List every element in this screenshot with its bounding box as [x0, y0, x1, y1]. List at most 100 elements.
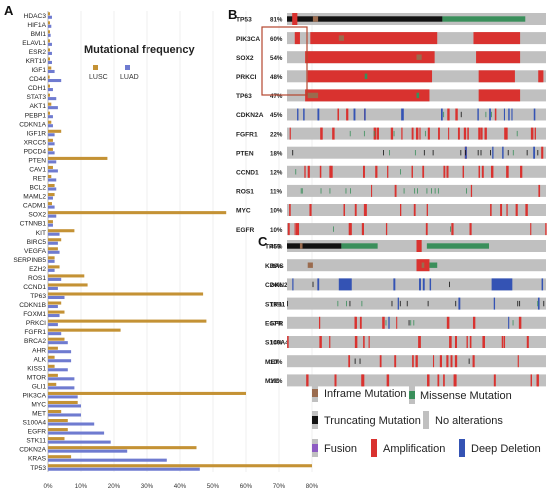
bar-luad-pebp1: [48, 115, 53, 119]
panel-c-letter: C: [258, 234, 268, 249]
alteration-mark: [427, 127, 430, 140]
category-label: CCND1: [23, 284, 46, 291]
alteration-mark: [460, 150, 462, 156]
panel-a-letter: A: [4, 3, 14, 18]
track-background: [287, 297, 546, 310]
alteration-mark: [376, 127, 379, 140]
alteration-mark: [485, 111, 487, 118]
alteration-mark: [319, 165, 322, 178]
bar-luad-serpinb5: [48, 259, 55, 263]
alteration-mark: [354, 336, 358, 348]
alteration-mark: [387, 165, 389, 178]
bar-lusc-ahr: [48, 346, 58, 350]
x-tick-label: 0%: [44, 483, 53, 490]
alteration-mark: [289, 127, 291, 140]
bar-lusc-pebp1: [48, 111, 50, 115]
alteration-mark: [361, 374, 364, 387]
oncoprint-gene-label: KRAS: [265, 263, 284, 270]
alteration-mark: [432, 150, 434, 156]
bar-lusc-igf1: [48, 66, 52, 70]
bar-lusc-ccnd1: [48, 283, 88, 287]
alteration-mark: [425, 223, 428, 236]
oncoprint-gene-label: CDKN2A: [265, 282, 293, 289]
alteration-mark: [359, 316, 362, 329]
alteration-mark: [349, 223, 352, 236]
bar-lusc-pten: [48, 156, 108, 160]
alteration-mark: [307, 70, 433, 83]
legend-truncating: Truncating Mutation: [312, 411, 421, 429]
alteration-mark: [412, 355, 414, 368]
alteration-mark: [541, 146, 544, 159]
alteration-mark: [439, 355, 442, 368]
oncoprint-b-rows: TP53 81% PIK3CA 60% SOX2 54% PRKCI 48% TP63 47% CD…: [236, 13, 547, 236]
category-label: CDH1: [28, 85, 46, 92]
alteration-mark: [354, 358, 356, 364]
track-background: [287, 184, 546, 197]
bar-lusc-stk11: [48, 437, 65, 441]
category-label: KIT: [36, 230, 46, 237]
alteration-mark: [416, 54, 422, 60]
x-tick-label: 10%: [75, 483, 88, 490]
alteration-mark: [416, 92, 420, 99]
alteration-mark: [448, 127, 450, 140]
oncoprint-pct-label: 47%: [270, 93, 283, 100]
alteration-mark: [353, 108, 356, 121]
alteration-mark: [307, 262, 313, 268]
alteration-mark: [310, 32, 438, 45]
alteration-mark: [491, 111, 492, 118]
bar-lusc-hdac3: [48, 12, 50, 16]
bar-lusc-mtor: [48, 373, 58, 377]
legend-lusc-swatch: [93, 65, 98, 70]
alteration-mark: [363, 336, 365, 348]
alteration-mark: [287, 16, 443, 22]
alteration-mark: [533, 146, 536, 159]
bar-luad-hdac3: [48, 15, 52, 19]
bar-lusc-maml2: [48, 193, 55, 197]
alteration-mark: [437, 188, 439, 194]
chart-title: Mutational frequency: [84, 44, 196, 56]
alteration-mark: [382, 316, 385, 329]
oncoprint-gene-label: PTEN: [236, 150, 254, 157]
alteration-mark: [317, 108, 320, 121]
alteration-mark: [415, 355, 418, 368]
oncoprint-pct-label: 24%: [270, 282, 283, 289]
oncoprint-gene-label: PRKCI: [236, 74, 257, 81]
alteration-mark: [393, 278, 396, 291]
bar-luad-akt1: [48, 106, 58, 110]
bar-luad-cd44: [48, 78, 62, 83]
alteration-mark: [371, 184, 373, 197]
alteration-mark: [491, 278, 513, 291]
alteration-mark: [329, 165, 332, 178]
alteration-mark: [338, 278, 352, 291]
alteration-mark: [408, 320, 410, 326]
bar-lusc-elavl1: [48, 39, 50, 43]
alteration-mark: [396, 316, 398, 329]
alteration-mark: [516, 130, 518, 137]
category-label: ESR2: [29, 49, 47, 56]
alteration-mark: [530, 223, 532, 236]
bar-luad-met: [48, 413, 81, 417]
alteration-mark: [466, 188, 467, 194]
bar-lusc-brca2: [48, 337, 65, 341]
bar-lusc-hif1a: [48, 21, 50, 25]
alteration-mark: [458, 297, 461, 310]
alteration-mark: [297, 108, 299, 121]
alteration-mark: [490, 165, 494, 178]
bar-lusc-tp63: [48, 292, 204, 296]
alteration-mark: [418, 336, 421, 348]
legend-inframe: Inframe Mutation: [312, 384, 407, 402]
alteration-mark: [415, 127, 419, 140]
alteration-mark: [361, 223, 365, 236]
alteration-mark: [363, 165, 365, 178]
alteration-mark: [493, 374, 496, 387]
alteration-mark: [318, 316, 321, 329]
alteration-mark: [312, 281, 314, 288]
alteration-mark: [334, 374, 337, 387]
bar-luad-brca2: [48, 341, 68, 345]
oncoprint-gene-label: PIK3CA: [236, 36, 260, 43]
category-label: FOXM1: [23, 311, 46, 318]
alteration-mark: [545, 223, 547, 236]
alteration-mark: [299, 243, 303, 249]
